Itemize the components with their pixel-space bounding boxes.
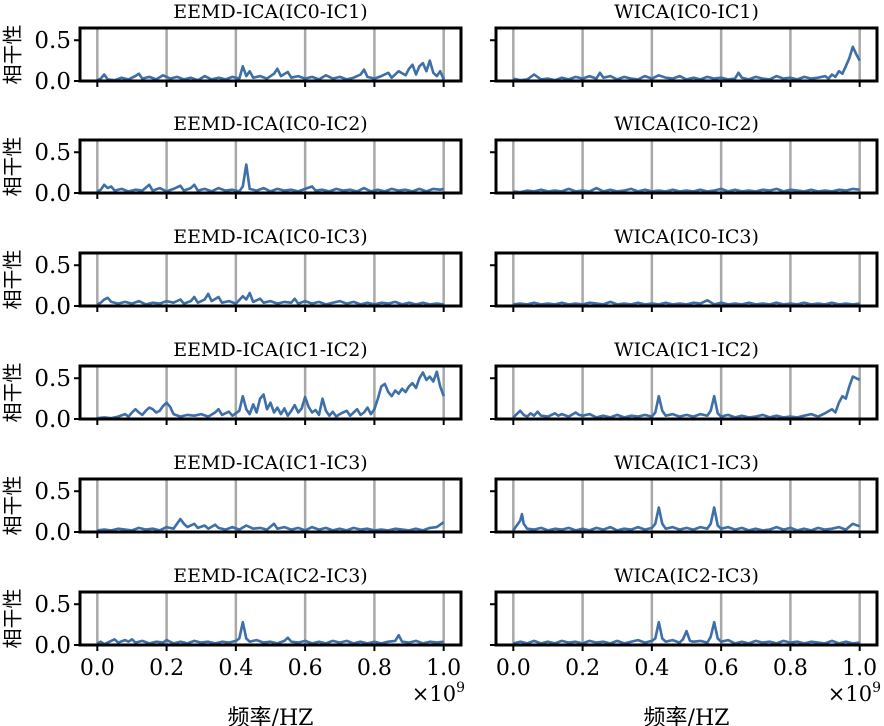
x-tick-label: 0.0 <box>80 656 115 681</box>
plot-frame <box>494 477 879 534</box>
series-line <box>512 375 861 419</box>
subplot-panel: WICA(IC1-IC3) <box>490 452 879 538</box>
y-tick-label: 0.0 <box>34 294 71 320</box>
panel-title: WICA(IC2-IC3) <box>614 565 759 587</box>
x-tick-label: 0.6 <box>704 656 739 681</box>
series-line <box>513 299 860 306</box>
series-line <box>97 370 445 420</box>
y-axis-label: 相干性 <box>1 589 25 649</box>
plot-frame <box>494 590 879 647</box>
y-tick-label: 0.0 <box>34 633 71 659</box>
plot-frame <box>78 364 463 421</box>
y-axis-label: 相干性 <box>1 476 25 536</box>
panel-title: EEMD-ICA(IC0-IC2) <box>173 113 367 135</box>
series-line <box>96 291 444 306</box>
x-multiplier: ×109 <box>828 680 881 706</box>
series-line <box>513 186 860 194</box>
y-axis-label: 相干性 <box>1 137 25 197</box>
panels-layer: EEMD-ICA(IC0-IC1) 0.0 0.5 相干性 WICA(IC0-IC1) E… <box>1 1 879 659</box>
plot-frame <box>78 477 463 534</box>
y-axis-label: 相干性 <box>1 363 25 423</box>
panel-title: WICA(IC1-IC2) <box>614 339 759 361</box>
x-tick-label: 0.4 <box>218 656 253 681</box>
y-tick-label: 0.5 <box>34 479 71 505</box>
subplot-panel: WICA(IC0-IC1) <box>490 1 879 87</box>
plot-frame <box>78 251 463 308</box>
panel-title: EEMD-ICA(IC0-IC1) <box>173 1 367 23</box>
subplot-panel: EEMD-ICA(IC1-IC3) 0.0 0.5 相干性 <box>1 452 463 546</box>
plot-frame <box>78 138 463 195</box>
y-tick-label: 0.5 <box>34 592 71 618</box>
y-tick-label: 0.0 <box>34 181 71 207</box>
panel-title: WICA(IC1-IC3) <box>614 452 759 474</box>
panel-title: WICA(IC0-IC2) <box>614 113 759 135</box>
subplot-panel: EEMD-ICA(IC0-IC3) 0.0 0.5 相干性 <box>1 226 463 320</box>
panel-title: WICA(IC0-IC1) <box>614 1 759 23</box>
panel-title: EEMD-ICA(IC0-IC3) <box>173 226 367 248</box>
plot-frame <box>78 590 463 647</box>
plot-frame <box>494 251 879 308</box>
panel-title: EEMD-ICA(IC1-IC3) <box>173 452 367 474</box>
y-tick-label: 0.0 <box>34 520 71 546</box>
panel-title: EEMD-ICA(IC2-IC3) <box>173 565 367 587</box>
subplot-panel: WICA(IC1-IC2) <box>490 339 879 425</box>
x-axis-label: 频率/HZ <box>228 706 314 726</box>
x-tick-label: 1.0 <box>842 656 877 681</box>
plot-frame <box>494 138 879 195</box>
series-line <box>97 517 445 532</box>
y-tick-label: 0.0 <box>34 69 71 95</box>
x-tick-label: 0.2 <box>565 656 600 681</box>
x-tick-label: 0.8 <box>357 656 392 681</box>
panel-title: EEMD-ICA(IC1-IC2) <box>173 339 367 361</box>
x-tick-label: 0.0 <box>496 656 531 681</box>
series-line <box>96 59 445 82</box>
subplot-panel: EEMD-ICA(IC2-IC3) 0.0 0.5 相干性 <box>1 565 463 659</box>
x-multiplier-exponent: 9 <box>456 680 465 696</box>
x-multiplier: ×109 <box>412 680 465 706</box>
x-tick-label: 0.6 <box>288 656 323 681</box>
x-tick-label: 0.4 <box>634 656 669 681</box>
series-line <box>513 45 861 82</box>
x-multiplier-exponent: 9 <box>872 680 881 696</box>
subplot-panel: WICA(IC2-IC3) <box>490 565 879 651</box>
subplot-panel: EEMD-ICA(IC0-IC1) 0.0 0.5 相干性 <box>1 1 463 95</box>
y-tick-label: 0.5 <box>34 253 71 279</box>
y-axis-label: 相干性 <box>1 25 25 85</box>
plot-frame <box>494 26 879 83</box>
y-tick-label: 0.5 <box>34 28 71 54</box>
subplot-panel: EEMD-ICA(IC0-IC2) 0.0 0.5 相干性 <box>1 113 463 207</box>
series-line <box>96 163 444 193</box>
y-tick-label: 0.5 <box>34 140 71 166</box>
x-tick-label: 0.2 <box>149 656 184 681</box>
y-axis-label: 相干性 <box>1 250 25 310</box>
x-multiplier-base: ×10 <box>412 682 456 706</box>
y-tick-label: 0.0 <box>34 407 71 433</box>
plot-frame <box>494 364 879 421</box>
x-multiplier-base: ×10 <box>828 682 872 706</box>
x-tick-label: 1.0 <box>426 656 461 681</box>
subplot-panel: EEMD-ICA(IC1-IC2) 0.0 0.5 相干性 <box>1 339 463 433</box>
subplot-panel: WICA(IC0-IC2) <box>490 113 879 199</box>
x-tick-label: 0.8 <box>773 656 808 681</box>
plot-frame <box>78 26 463 83</box>
series-line <box>512 620 860 645</box>
y-tick-label: 0.5 <box>34 366 71 392</box>
series-line <box>512 506 861 532</box>
x-axis-label: 频率/HZ <box>644 706 730 726</box>
series-line <box>96 620 444 646</box>
panel-title: WICA(IC0-IC3) <box>614 226 759 248</box>
subplot-panel: WICA(IC0-IC3) <box>490 226 879 312</box>
